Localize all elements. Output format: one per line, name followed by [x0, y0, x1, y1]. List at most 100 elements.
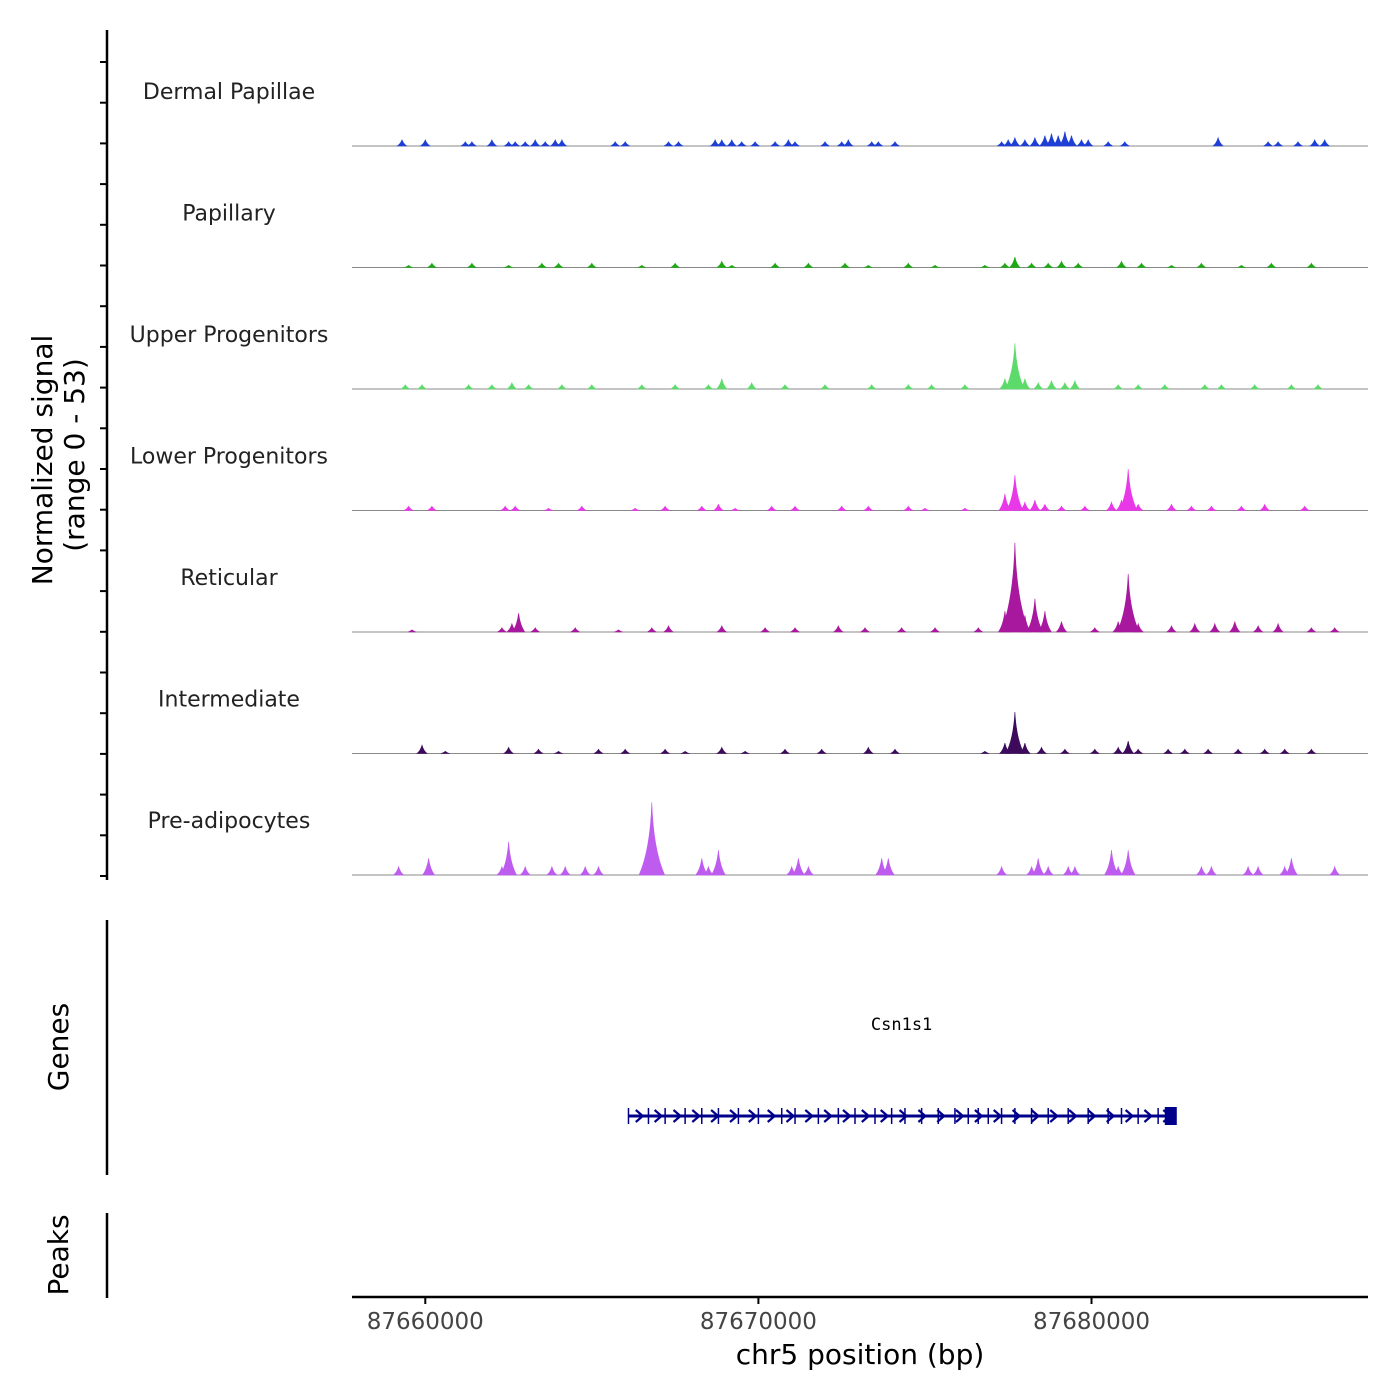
strand-arrow [823, 1109, 833, 1123]
signal-peak [1031, 858, 1045, 876]
signal-peak [1252, 865, 1264, 876]
signal-peak [440, 750, 450, 754]
signal-peak [1055, 621, 1068, 633]
signal-peak [1037, 611, 1052, 633]
signal-peak [1090, 748, 1100, 754]
signal-peak [1118, 468, 1138, 511]
signal-peak [533, 748, 544, 754]
signal-peak [1065, 135, 1078, 147]
signal-peak [610, 141, 620, 147]
signal-peak [780, 748, 790, 754]
signal-peak [1120, 141, 1130, 147]
signal-peak [820, 384, 830, 390]
signal-peak [463, 384, 474, 390]
signal-peak [1035, 746, 1048, 754]
signal-peak [1000, 262, 1010, 268]
signal-peak [1196, 262, 1207, 268]
peaks-panel-label: Peaks [42, 1214, 75, 1295]
signal-peak [903, 505, 913, 511]
signal-peak [570, 627, 580, 633]
signal-peak [1163, 748, 1173, 754]
signal-peak [1069, 379, 1081, 390]
signal-peak [1136, 262, 1147, 268]
signal-peak [1206, 505, 1217, 511]
signal-peak [1090, 627, 1100, 633]
x-axis-ticks: 87660000 87670000 87680000 [367, 1297, 1150, 1335]
signal-peak [592, 865, 605, 876]
signal-peak [842, 138, 855, 147]
signal-peak [670, 262, 680, 268]
gene-model [627, 1107, 1177, 1125]
signal-peak [1116, 573, 1140, 633]
signal-peak [1018, 378, 1031, 390]
signal-peak [867, 384, 877, 390]
signal-peak [506, 381, 518, 390]
signal-peak [716, 138, 728, 147]
signal-peak [1165, 624, 1178, 633]
signal-peak [730, 507, 740, 511]
signal-peak [1115, 260, 1128, 268]
signal-peak [593, 748, 604, 754]
track-upper-progenitors: Upper Progenitors [130, 323, 1368, 390]
signal-peak [416, 744, 428, 754]
x-tick-label: 87660000 [367, 1309, 484, 1335]
track-papillary: Papillary [182, 202, 1368, 268]
strand-arrow [861, 1109, 871, 1123]
signal-peak [1105, 501, 1118, 511]
signal-peak [1133, 748, 1143, 754]
track-intermediate: Intermediate [158, 688, 1368, 754]
signal-peak [1195, 865, 1208, 876]
signal-peak [710, 850, 726, 876]
signal-peak [716, 746, 728, 754]
signal-peak [1272, 622, 1284, 633]
strand-arrow [936, 1109, 946, 1123]
signal-peak [662, 624, 675, 633]
signal-peak [790, 505, 800, 511]
signal-peak [737, 141, 747, 147]
signal-peak [1032, 381, 1044, 390]
signal-peak [715, 378, 728, 390]
signal-peak [421, 858, 436, 876]
signal-peak [647, 627, 657, 633]
signal-peak [403, 505, 414, 511]
signal-peak [427, 505, 437, 511]
signal-peak [1186, 505, 1197, 511]
signal-peak [1019, 138, 1031, 147]
signal-peak [926, 384, 937, 390]
signal-peak [614, 629, 623, 633]
signal-peak [1208, 622, 1221, 633]
signal-peak [980, 264, 990, 268]
track-label: Reticular [180, 566, 278, 591]
signal-peak [467, 262, 477, 268]
strand-arrow [1049, 1109, 1059, 1123]
signal-peak [995, 865, 1008, 876]
signal-peak [1237, 264, 1246, 268]
signal-peak [1233, 748, 1243, 754]
track-label: Pre-adipocytes [148, 809, 311, 834]
signal-peak [652, 865, 665, 876]
signal-peak [1300, 505, 1310, 511]
signal-peak [529, 138, 541, 147]
signal-peak [544, 507, 553, 511]
signal-peak [660, 748, 670, 754]
strand-arrow [635, 1109, 645, 1123]
signal-peak [1280, 748, 1290, 754]
signal-peak [1042, 865, 1055, 876]
signal-peak [1330, 627, 1340, 633]
strand-arrow [766, 1109, 777, 1123]
signal-peak [1069, 865, 1081, 876]
strand-arrow [1030, 1109, 1041, 1123]
strand-arrow [1087, 1109, 1097, 1123]
signal-peak [630, 507, 640, 511]
signal-peak [1043, 262, 1053, 268]
signal-peak [1122, 740, 1135, 754]
y-axis-title: Normalized signal [26, 335, 59, 586]
strand-arrow [1068, 1109, 1078, 1123]
signal-peak [1313, 384, 1323, 390]
signal-peak [486, 138, 498, 147]
signal-peak [407, 629, 417, 633]
signal-peak [1045, 379, 1058, 390]
signal-peak [973, 627, 983, 633]
signal-peak [1188, 622, 1201, 633]
signal-peak [1026, 262, 1037, 268]
